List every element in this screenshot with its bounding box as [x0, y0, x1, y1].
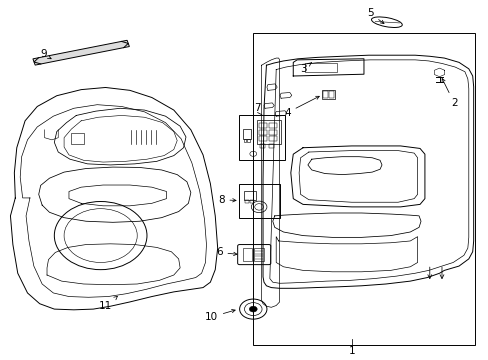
Bar [268, 136, 276, 141]
Bar [247, 139, 250, 141]
Bar [260, 144, 264, 148]
Bar [249, 201, 253, 203]
Bar [243, 139, 246, 141]
Bar [259, 123, 266, 129]
Text: 11: 11 [99, 296, 117, 311]
Bar [242, 248, 252, 261]
Bar [244, 201, 248, 203]
Text: 7: 7 [254, 103, 261, 113]
Text: 2: 2 [441, 78, 457, 108]
Bar [238, 184, 280, 218]
Bar [321, 90, 334, 99]
Bar [71, 134, 83, 144]
Bar [323, 91, 327, 98]
Bar [268, 130, 276, 135]
Text: 1: 1 [348, 346, 354, 356]
Text: 3: 3 [299, 63, 311, 74]
Bar [259, 130, 266, 135]
Text: 8: 8 [217, 195, 236, 205]
Text: 9: 9 [40, 49, 51, 59]
Polygon shape [33, 40, 129, 65]
Bar [328, 91, 333, 98]
Text: 4: 4 [284, 96, 319, 118]
Bar [259, 136, 266, 141]
Bar [305, 63, 336, 72]
Bar [243, 192, 255, 201]
Bar [253, 33, 474, 345]
Text: 5: 5 [366, 8, 383, 24]
Circle shape [249, 306, 257, 312]
Bar [242, 129, 251, 139]
Bar [269, 144, 274, 148]
Text: 10: 10 [204, 310, 235, 322]
Text: 6: 6 [215, 247, 237, 257]
Bar [257, 120, 280, 144]
Bar [254, 248, 264, 261]
Bar [238, 116, 285, 160]
Bar [268, 123, 276, 129]
